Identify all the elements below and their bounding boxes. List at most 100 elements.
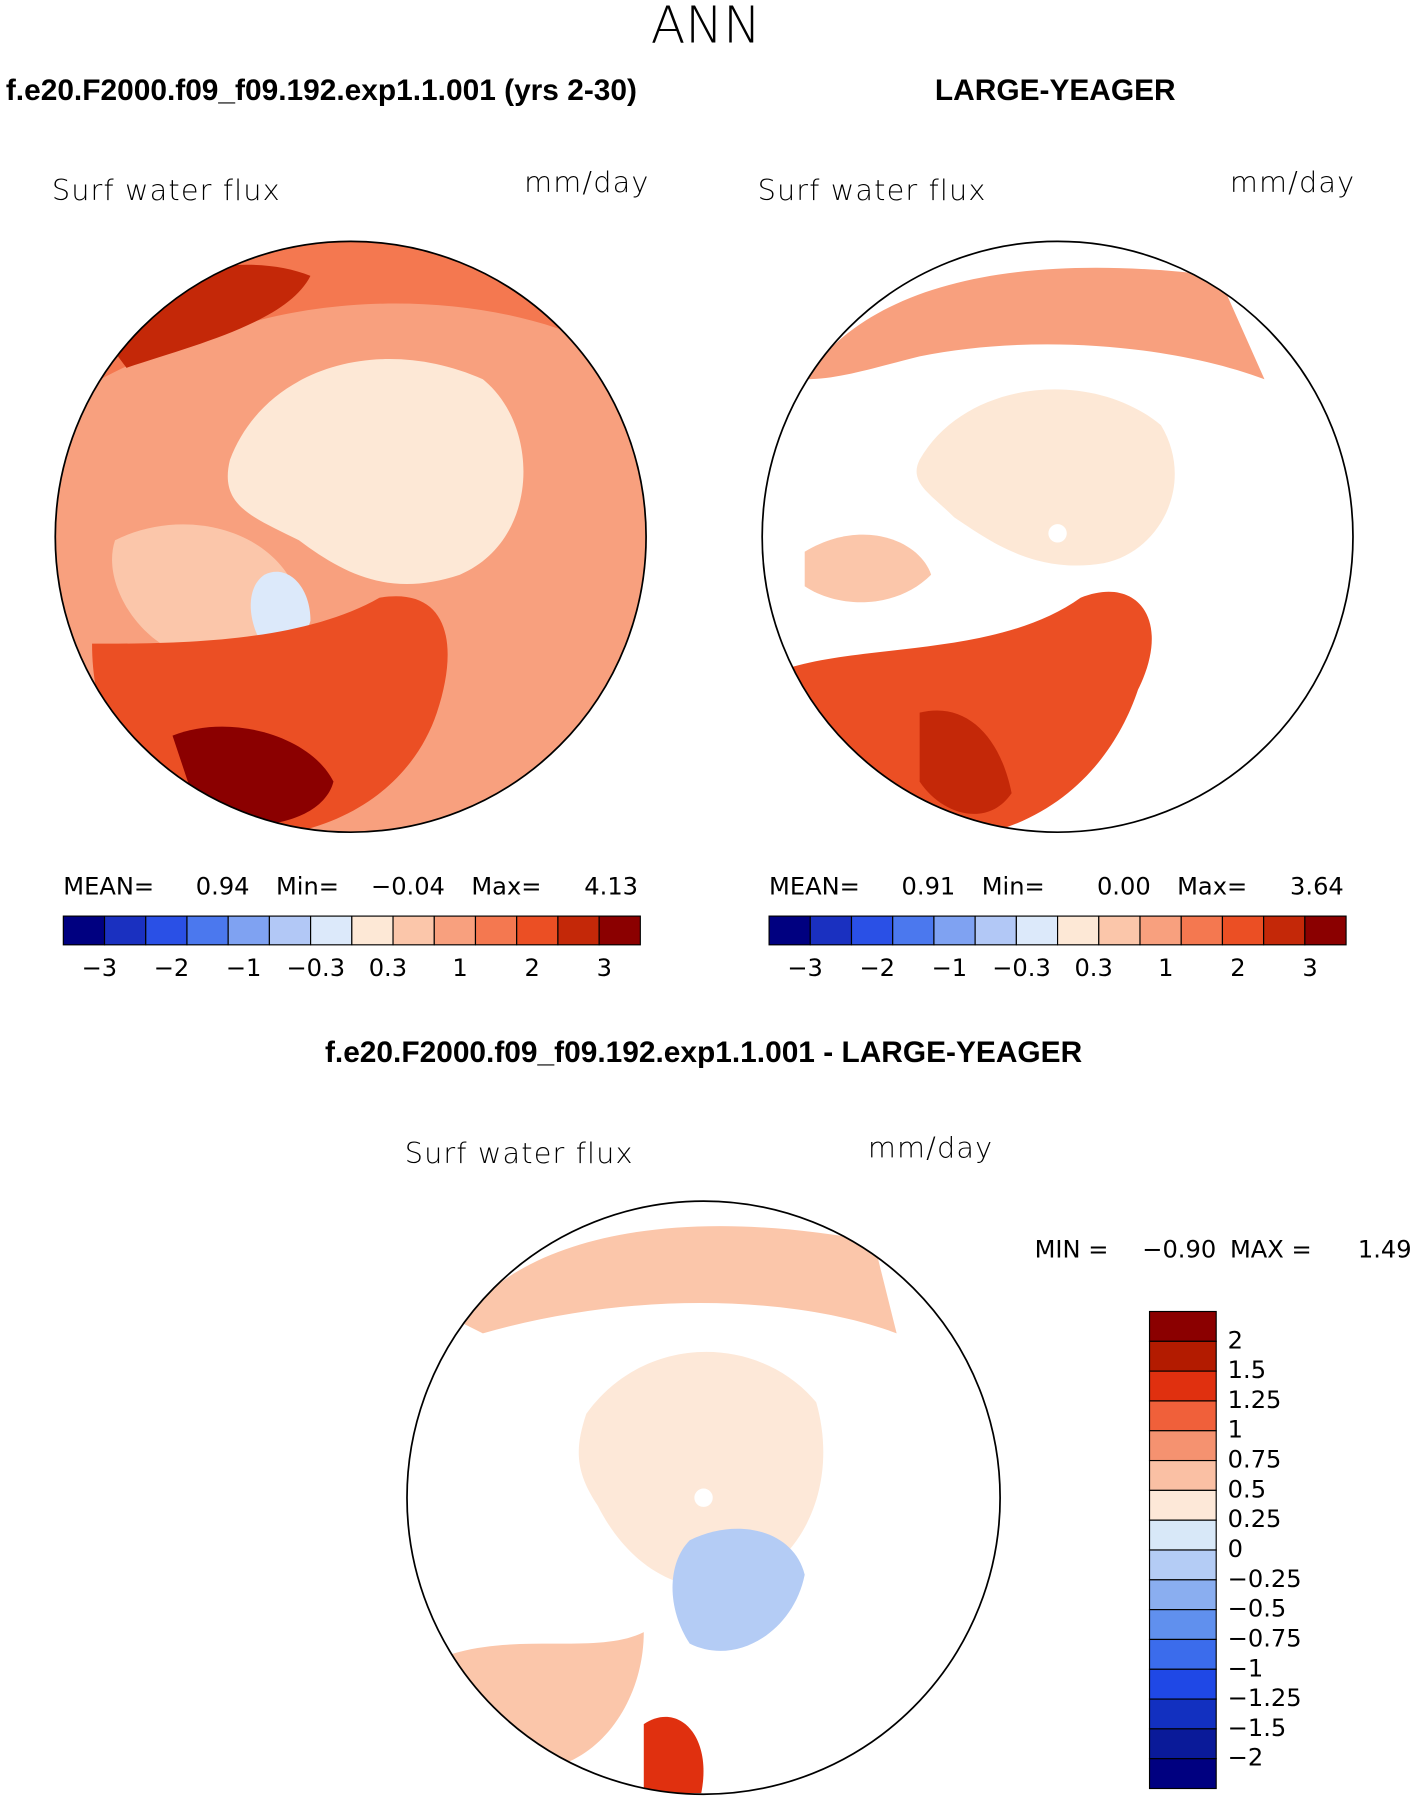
stat-text: 0.00 — [1097, 872, 1151, 900]
colorbar-label: 0.5 — [1228, 1475, 1266, 1503]
colorbar-box — [1148, 1609, 1217, 1641]
difference-title: f.e20.F2000.f09_f09.192.exp1.1.001 - LAR… — [325, 1036, 1082, 1069]
map-outline — [54, 240, 647, 834]
colorbar-label: 0.3 — [369, 954, 407, 982]
colorbar-label: −2 — [1228, 1744, 1264, 1772]
colorbar-label: −2 — [154, 954, 190, 982]
colorbar-label: 1 — [1228, 1416, 1243, 1444]
stat-text: MAX = — [1230, 1236, 1312, 1264]
colorbar-box — [516, 915, 559, 946]
colorbar-box — [1148, 1668, 1217, 1700]
colorbar-box — [598, 915, 641, 946]
colorbar-label: −1 — [1228, 1654, 1264, 1682]
colorbar-box — [1221, 915, 1265, 946]
map — [407, 1201, 1001, 1795]
colorbar-box — [974, 915, 1017, 946]
colorbar-label: 1.25 — [1228, 1386, 1282, 1414]
colorbar-box — [1148, 1519, 1217, 1551]
colorbar-label: 0.3 — [1074, 954, 1112, 982]
colorbar-box — [186, 915, 229, 946]
colorbar-label: −0.5 — [1228, 1595, 1287, 1623]
colorbar-label: 0.25 — [1228, 1505, 1282, 1533]
colorbar-label: −1.25 — [1228, 1684, 1302, 1712]
map-outline — [761, 240, 1354, 834]
colorbar-box — [1148, 1549, 1217, 1581]
colorbar-box — [850, 915, 894, 946]
colorbar-box — [103, 915, 147, 946]
figure-title: ANN — [651, 0, 761, 54]
colorbar-box — [227, 915, 270, 946]
colorbar-box — [474, 915, 518, 946]
colorbar-label: −0.25 — [1228, 1565, 1302, 1593]
colorbar-label: 2 — [524, 954, 539, 982]
colorbar-label: −0.75 — [1228, 1624, 1302, 1652]
colorbar-box — [62, 915, 106, 946]
colorbar-label: 1 — [1158, 954, 1173, 982]
colorbar-box — [809, 915, 853, 946]
colorbar-box — [310, 915, 353, 946]
colorbar-label: −3 — [82, 954, 118, 982]
units-label: mm/day — [868, 1130, 993, 1164]
colorbar-box — [1148, 1459, 1217, 1491]
colorbar-box — [1148, 1579, 1217, 1611]
stat-text: Min= — [276, 872, 339, 900]
stat-text: Min= — [982, 872, 1045, 900]
map-outline — [406, 1200, 1001, 1796]
variable-label: Surf water flux — [405, 1136, 634, 1170]
colorbar-box — [1148, 1698, 1217, 1730]
stat-text: 1.49 — [1358, 1236, 1412, 1264]
stat-text: 4.13 — [584, 872, 638, 900]
stat-text: MIN = — [1035, 1236, 1109, 1264]
colorbar-label: 3 — [597, 954, 612, 982]
colorbar-box — [1180, 915, 1224, 946]
colorbar-label: −0.3 — [286, 954, 345, 982]
units-label: mm/day — [1230, 165, 1355, 199]
stat-text: −0.90 — [1142, 1236, 1216, 1264]
map — [762, 241, 1353, 833]
colorbar-label: 0 — [1228, 1535, 1243, 1563]
colorbar-box — [1057, 915, 1100, 946]
colorbar-box — [892, 915, 935, 946]
colorbar-label: −3 — [787, 954, 823, 982]
units-label: mm/day — [524, 165, 649, 199]
colorbar-label: −0.3 — [992, 954, 1051, 982]
colorbar-box — [1098, 915, 1141, 946]
stat-text: 3.64 — [1290, 872, 1344, 900]
colorbar-label: −1.5 — [1228, 1714, 1287, 1742]
colorbar-box — [1015, 915, 1059, 946]
colorbar-label: −1 — [932, 954, 968, 982]
stat-text: 0.91 — [902, 872, 956, 900]
colorbar-box — [145, 915, 188, 946]
colorbar-box — [1148, 1310, 1217, 1342]
colorbar-label: 2 — [1228, 1326, 1243, 1354]
stat-text: Max= — [1177, 872, 1247, 900]
colorbar-box — [351, 915, 394, 946]
variable-label: Surf water flux — [52, 173, 281, 207]
colorbar-box — [1148, 1370, 1217, 1402]
colorbar-box — [1148, 1400, 1217, 1432]
colorbar-label: 3 — [1302, 954, 1317, 982]
colorbar-box — [1148, 1758, 1217, 1790]
stat-text: MEAN= — [769, 872, 860, 900]
colorbar-box — [392, 915, 435, 946]
colorbar-box — [268, 915, 312, 946]
colorbar-box — [933, 915, 976, 946]
colorbar-box — [1148, 1340, 1217, 1372]
stat-text: MEAN= — [63, 872, 154, 900]
stat-text: −0.04 — [371, 872, 445, 900]
colorbar-box — [1148, 1728, 1217, 1760]
colorbar-label: 2 — [1230, 954, 1245, 982]
map — [55, 241, 647, 833]
colorbar-label: 0.75 — [1228, 1446, 1282, 1474]
colorbar-box — [1139, 915, 1182, 946]
colorbar-box — [557, 915, 600, 946]
colorbar-box — [768, 915, 811, 946]
colorbar-box — [1148, 1430, 1217, 1462]
stat-text: Max= — [471, 872, 541, 900]
colorbar-label: −1 — [226, 954, 262, 982]
variable-label: Surf water flux — [758, 173, 987, 207]
colorbar-label: −2 — [859, 954, 895, 982]
stat-text: 0.94 — [196, 872, 250, 900]
colorbar-box — [1263, 915, 1306, 946]
